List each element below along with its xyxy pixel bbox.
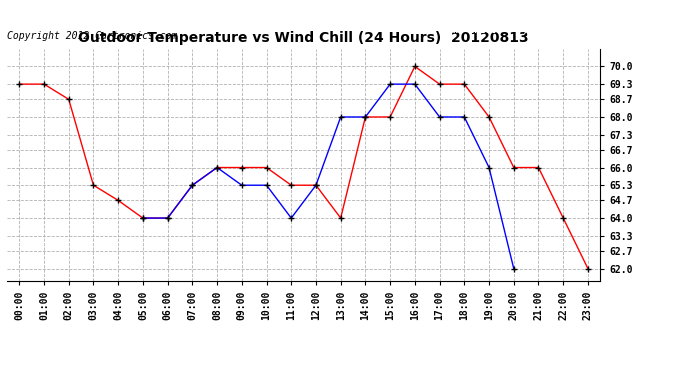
Text: Temperature  (°F): Temperature (°F) (560, 26, 651, 36)
Text: Copyright 2012 Cartronics.com: Copyright 2012 Cartronics.com (7, 32, 177, 41)
Title: Outdoor Temperature vs Wind Chill (24 Hours)  20120813: Outdoor Temperature vs Wind Chill (24 Ho… (78, 31, 529, 45)
Text: Wind Chill  (°F): Wind Chill (°F) (442, 26, 528, 36)
